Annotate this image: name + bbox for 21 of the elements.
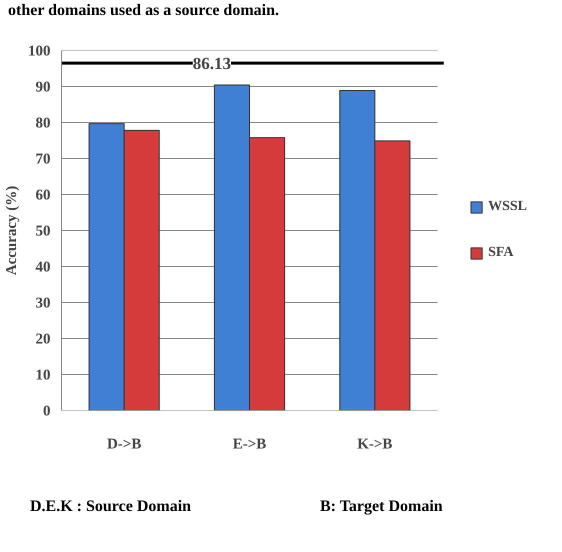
legend-label: SFA — [488, 245, 514, 261]
y-tick-label: 60 — [36, 188, 50, 204]
y-tick-label: 90 — [36, 80, 50, 96]
annotation: 86.13 — [192, 54, 232, 74]
x-tick-label: K->B — [357, 436, 392, 452]
y-tick-label: 30 — [36, 296, 50, 312]
y-axis-title: Accuracy (%) — [4, 186, 20, 276]
y-tick-label: 40 — [36, 260, 50, 276]
y-tick-label: 70 — [36, 152, 50, 168]
text: B: Target Domain — [320, 497, 444, 517]
text: D.E.K : Source Domain — [30, 497, 192, 517]
y-tick-label: 0 — [43, 404, 50, 420]
x-tick-label: D->B — [106, 436, 142, 452]
y-tick-label: 10 — [36, 368, 50, 384]
y-tick-label: 50 — [36, 224, 50, 240]
text: other domains used as a source domain. — [8, 2, 279, 19]
legend-label: WSSL — [488, 199, 527, 215]
y-tick-label: 100 — [28, 44, 50, 60]
y-tick-label: 20 — [36, 332, 50, 348]
y-tick-label: 80 — [36, 116, 50, 132]
x-tick-label: E->B — [232, 436, 266, 452]
